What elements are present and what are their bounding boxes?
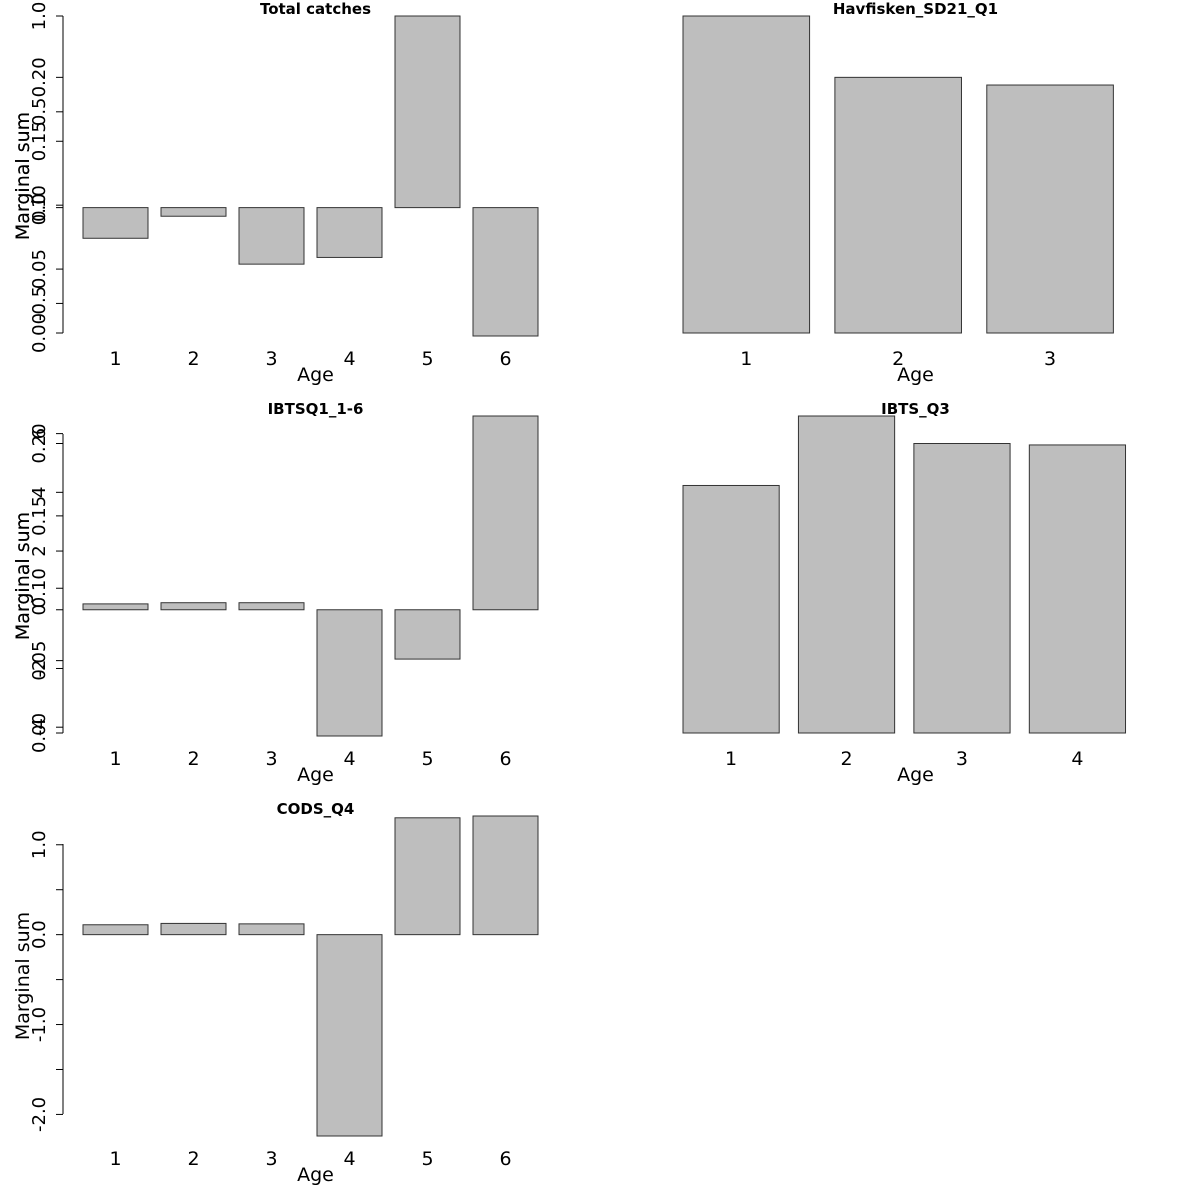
y-tick-label: -2 xyxy=(29,660,50,678)
y-axis-label: Marginal sum xyxy=(12,112,34,240)
x-category-label: 5 xyxy=(421,348,433,370)
y-tick-label: 0.20 xyxy=(29,423,50,463)
y-tick-label: 0.20 xyxy=(29,57,50,97)
chart-title: CODS_Q4 xyxy=(277,800,355,818)
bar-age-3 xyxy=(238,207,305,265)
x-axis-label: Age xyxy=(297,364,334,386)
chart-panel-5: CODS_Q4 -2.0 -1.0 0.0 1.0 Marginal sum 1 2 3 4 5 6 A… xyxy=(12,800,539,1186)
x-category-label: 6 xyxy=(499,348,511,370)
y-tick-label: 0.05 xyxy=(29,249,50,289)
x-category-label: 3 xyxy=(265,1148,277,1170)
x-category-label: 2 xyxy=(187,348,199,370)
y-tick-label: 0.10 xyxy=(29,568,50,608)
bar-age-1 xyxy=(82,924,149,936)
y-tick-label: 0.0 xyxy=(29,193,50,222)
bar-age-4 xyxy=(316,609,383,737)
y-axis-label: Marginal sum xyxy=(12,912,34,1040)
bar-age-3 xyxy=(913,443,1011,734)
y-tick-label: -4 xyxy=(29,718,50,736)
bar-age-6 xyxy=(472,207,539,337)
bar-age-1 xyxy=(82,603,149,611)
y-axis-label: Marginal sum xyxy=(12,112,34,240)
bar-age-6 xyxy=(472,815,539,936)
x-category-label: 2 xyxy=(187,1148,199,1170)
chart-panel-3: IBTSQ1_1-6 -4 -2 0 2 4 6 Marginal sum 1 2 3 4 5 6 Age xyxy=(12,400,539,786)
x-axis-label: Age xyxy=(297,1164,334,1186)
x-category-label: 4 xyxy=(343,348,355,370)
x-category-label: 4 xyxy=(343,1148,355,1170)
y-tick-label: -1.0 xyxy=(29,1007,50,1042)
y-tick-label: 0.10 xyxy=(29,185,50,225)
chart-title: IBTSQ1_1-6 xyxy=(268,400,364,418)
bar-age-2 xyxy=(160,207,227,217)
x-category-label: 2 xyxy=(840,748,852,770)
y-tick-label: 0.00 xyxy=(29,713,50,753)
y-tick-label: -2.0 xyxy=(29,1097,50,1132)
x-axis-label: Age xyxy=(897,764,934,786)
x-axis-label: Age xyxy=(297,764,334,786)
bar-age-3 xyxy=(238,923,305,936)
chart-title: Total catches xyxy=(260,0,371,18)
x-category-label: 2 xyxy=(187,748,199,770)
y-tick-label: 1.0 xyxy=(29,2,50,31)
bar-age-5 xyxy=(394,15,461,209)
bar-age-2 xyxy=(834,76,962,334)
y-tick-label: 0.0 xyxy=(29,920,50,949)
bar-age-4 xyxy=(316,207,383,258)
bar-age-6 xyxy=(472,415,539,611)
bar-age-5 xyxy=(394,609,461,660)
bar-age-2 xyxy=(797,415,896,734)
bar-age-1 xyxy=(682,15,811,334)
x-category-label: 1 xyxy=(109,1148,121,1170)
bar-age-1 xyxy=(82,207,149,239)
y-tick-label: 0.00 xyxy=(29,313,50,353)
bar-age-2 xyxy=(160,602,227,611)
bar-age-3 xyxy=(986,84,1114,334)
y-tick-label: 0.05 xyxy=(29,641,50,681)
y-tick-label: 1.0 xyxy=(29,830,50,859)
x-category-label: 1 xyxy=(740,348,752,370)
y-tick-label: 4 xyxy=(29,487,50,498)
x-category-label: 1 xyxy=(109,348,121,370)
y-tick-label: 0.5 xyxy=(29,97,50,126)
x-axis-label: Age xyxy=(897,364,934,386)
x-category-label: 4 xyxy=(343,748,355,770)
y-tick-label: 0.15 xyxy=(29,121,50,161)
x-category-label: 5 xyxy=(421,1148,433,1170)
y-tick-label: 2 xyxy=(29,545,50,556)
bar-age-4 xyxy=(316,934,383,1137)
chart-panel-2: Havfisken_SD21_Q10.000.050.100.150.20Mar… xyxy=(12,0,1114,386)
x-category-label: 1 xyxy=(109,748,121,770)
bar-age-5 xyxy=(394,817,461,936)
x-category-label: 3 xyxy=(1044,348,1056,370)
chart-title: IBTS_Q3 xyxy=(881,400,950,418)
y-tick-label: -0.5 xyxy=(29,286,50,321)
x-category-label: 3 xyxy=(956,748,968,770)
y-axis-label: Marginal sum xyxy=(12,512,34,640)
y-tick-label: 0 xyxy=(29,604,50,615)
x-category-label: 6 xyxy=(499,1148,511,1170)
bar-age-4 xyxy=(1028,444,1127,734)
x-category-label: 4 xyxy=(1071,748,1083,770)
x-category-label: 3 xyxy=(265,748,277,770)
chart-panel-4: IBTS_Q3 0.00 0.05 0.10 0.15 0.20 Marginal sum 1… xyxy=(12,400,1127,786)
x-category-label: 3 xyxy=(265,348,277,370)
y-tick-label: 6 xyxy=(29,428,50,439)
bar-age-1 xyxy=(682,484,780,734)
chart-panel-1: Total catches -0.5 0.0 0.5 1.0 Marginal sum 1 2… xyxy=(12,0,539,386)
y-tick-label: 0.15 xyxy=(29,496,50,536)
x-category-label: 5 xyxy=(421,748,433,770)
bar-age-3 xyxy=(238,602,305,611)
x-category-label: 6 xyxy=(499,748,511,770)
bar-age-2 xyxy=(160,922,227,936)
chart-title: Havfisken_SD21_Q1 xyxy=(833,0,998,18)
x-category-label: 1 xyxy=(725,748,737,770)
y-axis-label: Marginal sum xyxy=(12,512,34,640)
x-category-label: 2 xyxy=(892,348,904,370)
